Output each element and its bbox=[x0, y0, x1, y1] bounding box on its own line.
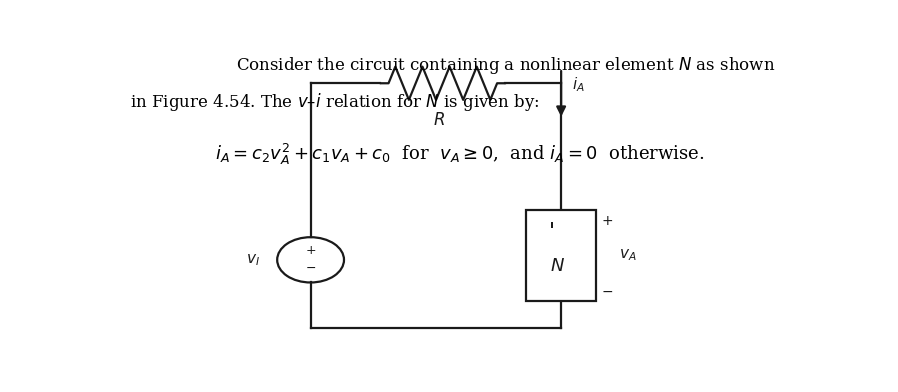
Text: $i_A = c_2v_A^2 + c_1v_A + c_0$  for  $v_A \geq 0$,  and $i_A = 0$  otherwise.: $i_A = c_2v_A^2 + c_1v_A + c_0$ for $v_A… bbox=[216, 142, 705, 167]
Text: +: + bbox=[305, 244, 316, 257]
Text: Consider the circuit containing a nonlinear element $N$ as shown: Consider the circuit containing a nonlin… bbox=[236, 54, 775, 76]
Text: $N$: $N$ bbox=[550, 257, 565, 275]
Text: $i_A$: $i_A$ bbox=[571, 75, 585, 94]
Text: +: + bbox=[602, 214, 613, 228]
Text: $v_A$: $v_A$ bbox=[619, 247, 637, 263]
Text: −: − bbox=[602, 285, 613, 299]
Text: −: − bbox=[305, 262, 316, 276]
Bar bbox=[550, 222, 553, 228]
Text: $v_I$: $v_I$ bbox=[246, 252, 260, 268]
Bar bbox=[526, 210, 596, 301]
Text: $R$: $R$ bbox=[434, 112, 445, 129]
Text: in Figure 4.54. The $v$–$i$ relation for $N$ is given by:: in Figure 4.54. The $v$–$i$ relation for… bbox=[129, 91, 539, 113]
